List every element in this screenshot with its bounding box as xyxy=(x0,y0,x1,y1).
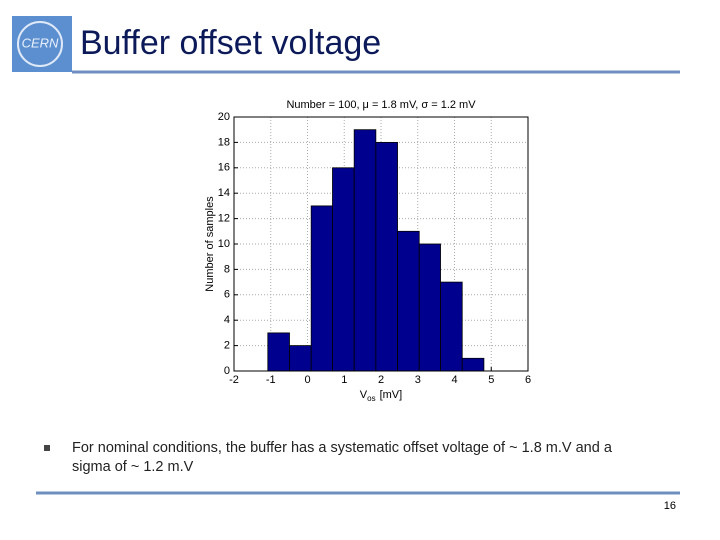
bar xyxy=(440,281,463,372)
y-tick-label: 10 xyxy=(218,238,230,250)
bar xyxy=(310,205,333,372)
y-tick-label: 6 xyxy=(224,289,230,301)
x-tick-label: 0 xyxy=(304,374,310,386)
x-tick-label: -1 xyxy=(266,374,276,386)
slide-title: Buffer offset voltage xyxy=(80,24,381,62)
y-tick-label: 8 xyxy=(224,263,230,275)
x-tick-label: 5 xyxy=(488,374,494,386)
x-tick-label: 1 xyxy=(341,374,347,386)
bar xyxy=(353,129,377,372)
y-axis-label: Number of samples xyxy=(204,196,216,292)
y-tick-label: 16 xyxy=(218,162,230,174)
bar xyxy=(418,243,441,372)
chart-title: Number = 100, μ = 1.8 mV, σ = 1.2 mV xyxy=(286,99,476,111)
bar xyxy=(289,345,312,372)
logo-text: CERN xyxy=(22,35,59,50)
y-tick-label: 2 xyxy=(224,340,230,352)
y-tick-label: 20 xyxy=(218,111,230,123)
bar xyxy=(267,332,290,372)
y-tick-label: 14 xyxy=(218,187,230,199)
bullet-line: For nominal conditions, the buffer has a… xyxy=(72,440,613,456)
bar xyxy=(461,357,485,372)
x-axis-label-part: os xyxy=(367,394,375,403)
x-tick-label: 3 xyxy=(415,374,421,386)
bullet-marker xyxy=(44,445,50,451)
bar xyxy=(332,167,355,372)
bar xyxy=(397,230,420,372)
bar xyxy=(375,141,398,372)
x-tick-label: 6 xyxy=(525,374,531,386)
logo-ring xyxy=(17,21,63,67)
page-number: 16 xyxy=(664,500,676,512)
x-tick-label: -2 xyxy=(229,374,239,386)
bullet-line: sigma of ~ 1.2 m.V xyxy=(72,459,194,475)
x-tick-label: 2 xyxy=(378,374,384,386)
x-axis-label-part: V xyxy=(360,389,368,401)
y-tick-label: 4 xyxy=(224,314,230,326)
x-axis-label-part: [mV] xyxy=(380,389,403,401)
plot-frame xyxy=(233,116,529,372)
x-tick-label: 4 xyxy=(451,374,457,386)
x-axis-label: Vos [mV] xyxy=(360,389,402,403)
y-tick-label: 0 xyxy=(224,365,230,377)
y-tick-label: 18 xyxy=(218,136,230,148)
y-tick-label: 12 xyxy=(218,213,230,225)
